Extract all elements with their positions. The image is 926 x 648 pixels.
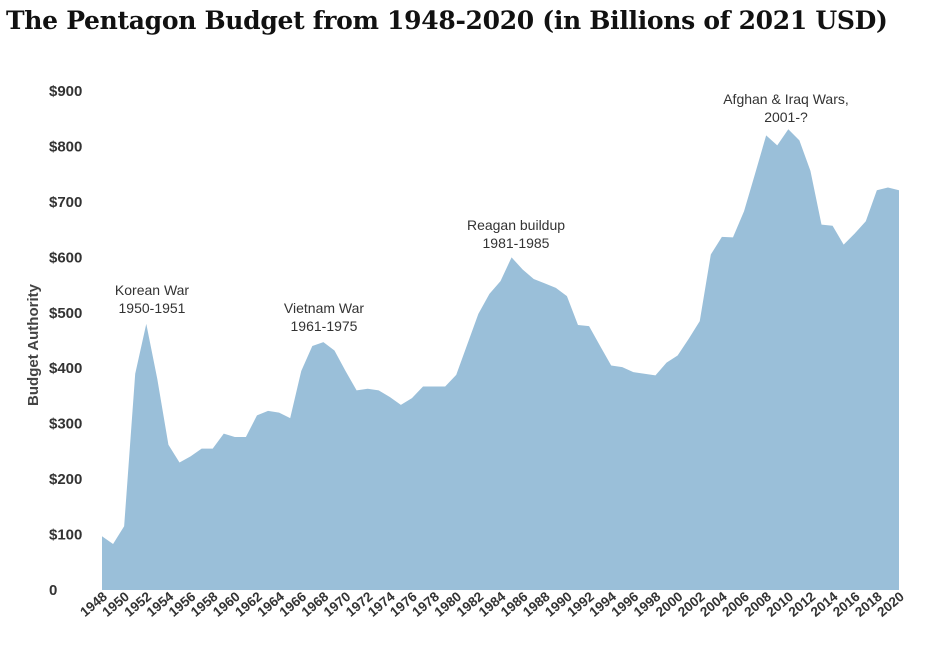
annotation-years: 1950-1951 [119,300,186,316]
annotation-years: 2001-? [764,109,808,125]
y-axis-ticks: 0 $100 $200 $300 $400 $500 $600 $700 $800 $900 [49,83,82,599]
chart-title: The Pentagon Budget from 1948-2020 (in B… [6,6,888,35]
y-tick-label: $800 [49,138,82,155]
annotations: Korean War 1950-1951 Vietnam War 1961-1975 R… [115,91,849,334]
budget-area-series [102,129,899,590]
y-tick-label: $900 [49,83,82,100]
x-axis-ticks: 1948195019521954195619581960196219641966… [77,589,907,620]
y-tick-label: $600 [49,249,82,266]
y-tick-label: $200 [49,471,82,488]
y-tick-label: $100 [49,527,82,544]
y-tick-label: $400 [49,360,82,377]
y-tick-label: $700 [49,194,82,211]
y-tick-label: $500 [49,305,82,322]
annotation-years: 1981-1985 [483,235,550,251]
y-axis-label: Budget Authority [25,283,42,406]
annotation-title: Reagan buildup [467,217,565,233]
annotation-title: Vietnam War [284,300,364,316]
y-tick-label: $300 [49,416,82,433]
annotation-years: 1961-1975 [291,318,358,334]
y-tick-label: 0 [49,582,57,599]
x-tick-label: 2020 [874,589,907,620]
annotation-title: Afghan & Iraq Wars, [723,91,849,107]
annotation-title: Korean War [115,282,190,298]
